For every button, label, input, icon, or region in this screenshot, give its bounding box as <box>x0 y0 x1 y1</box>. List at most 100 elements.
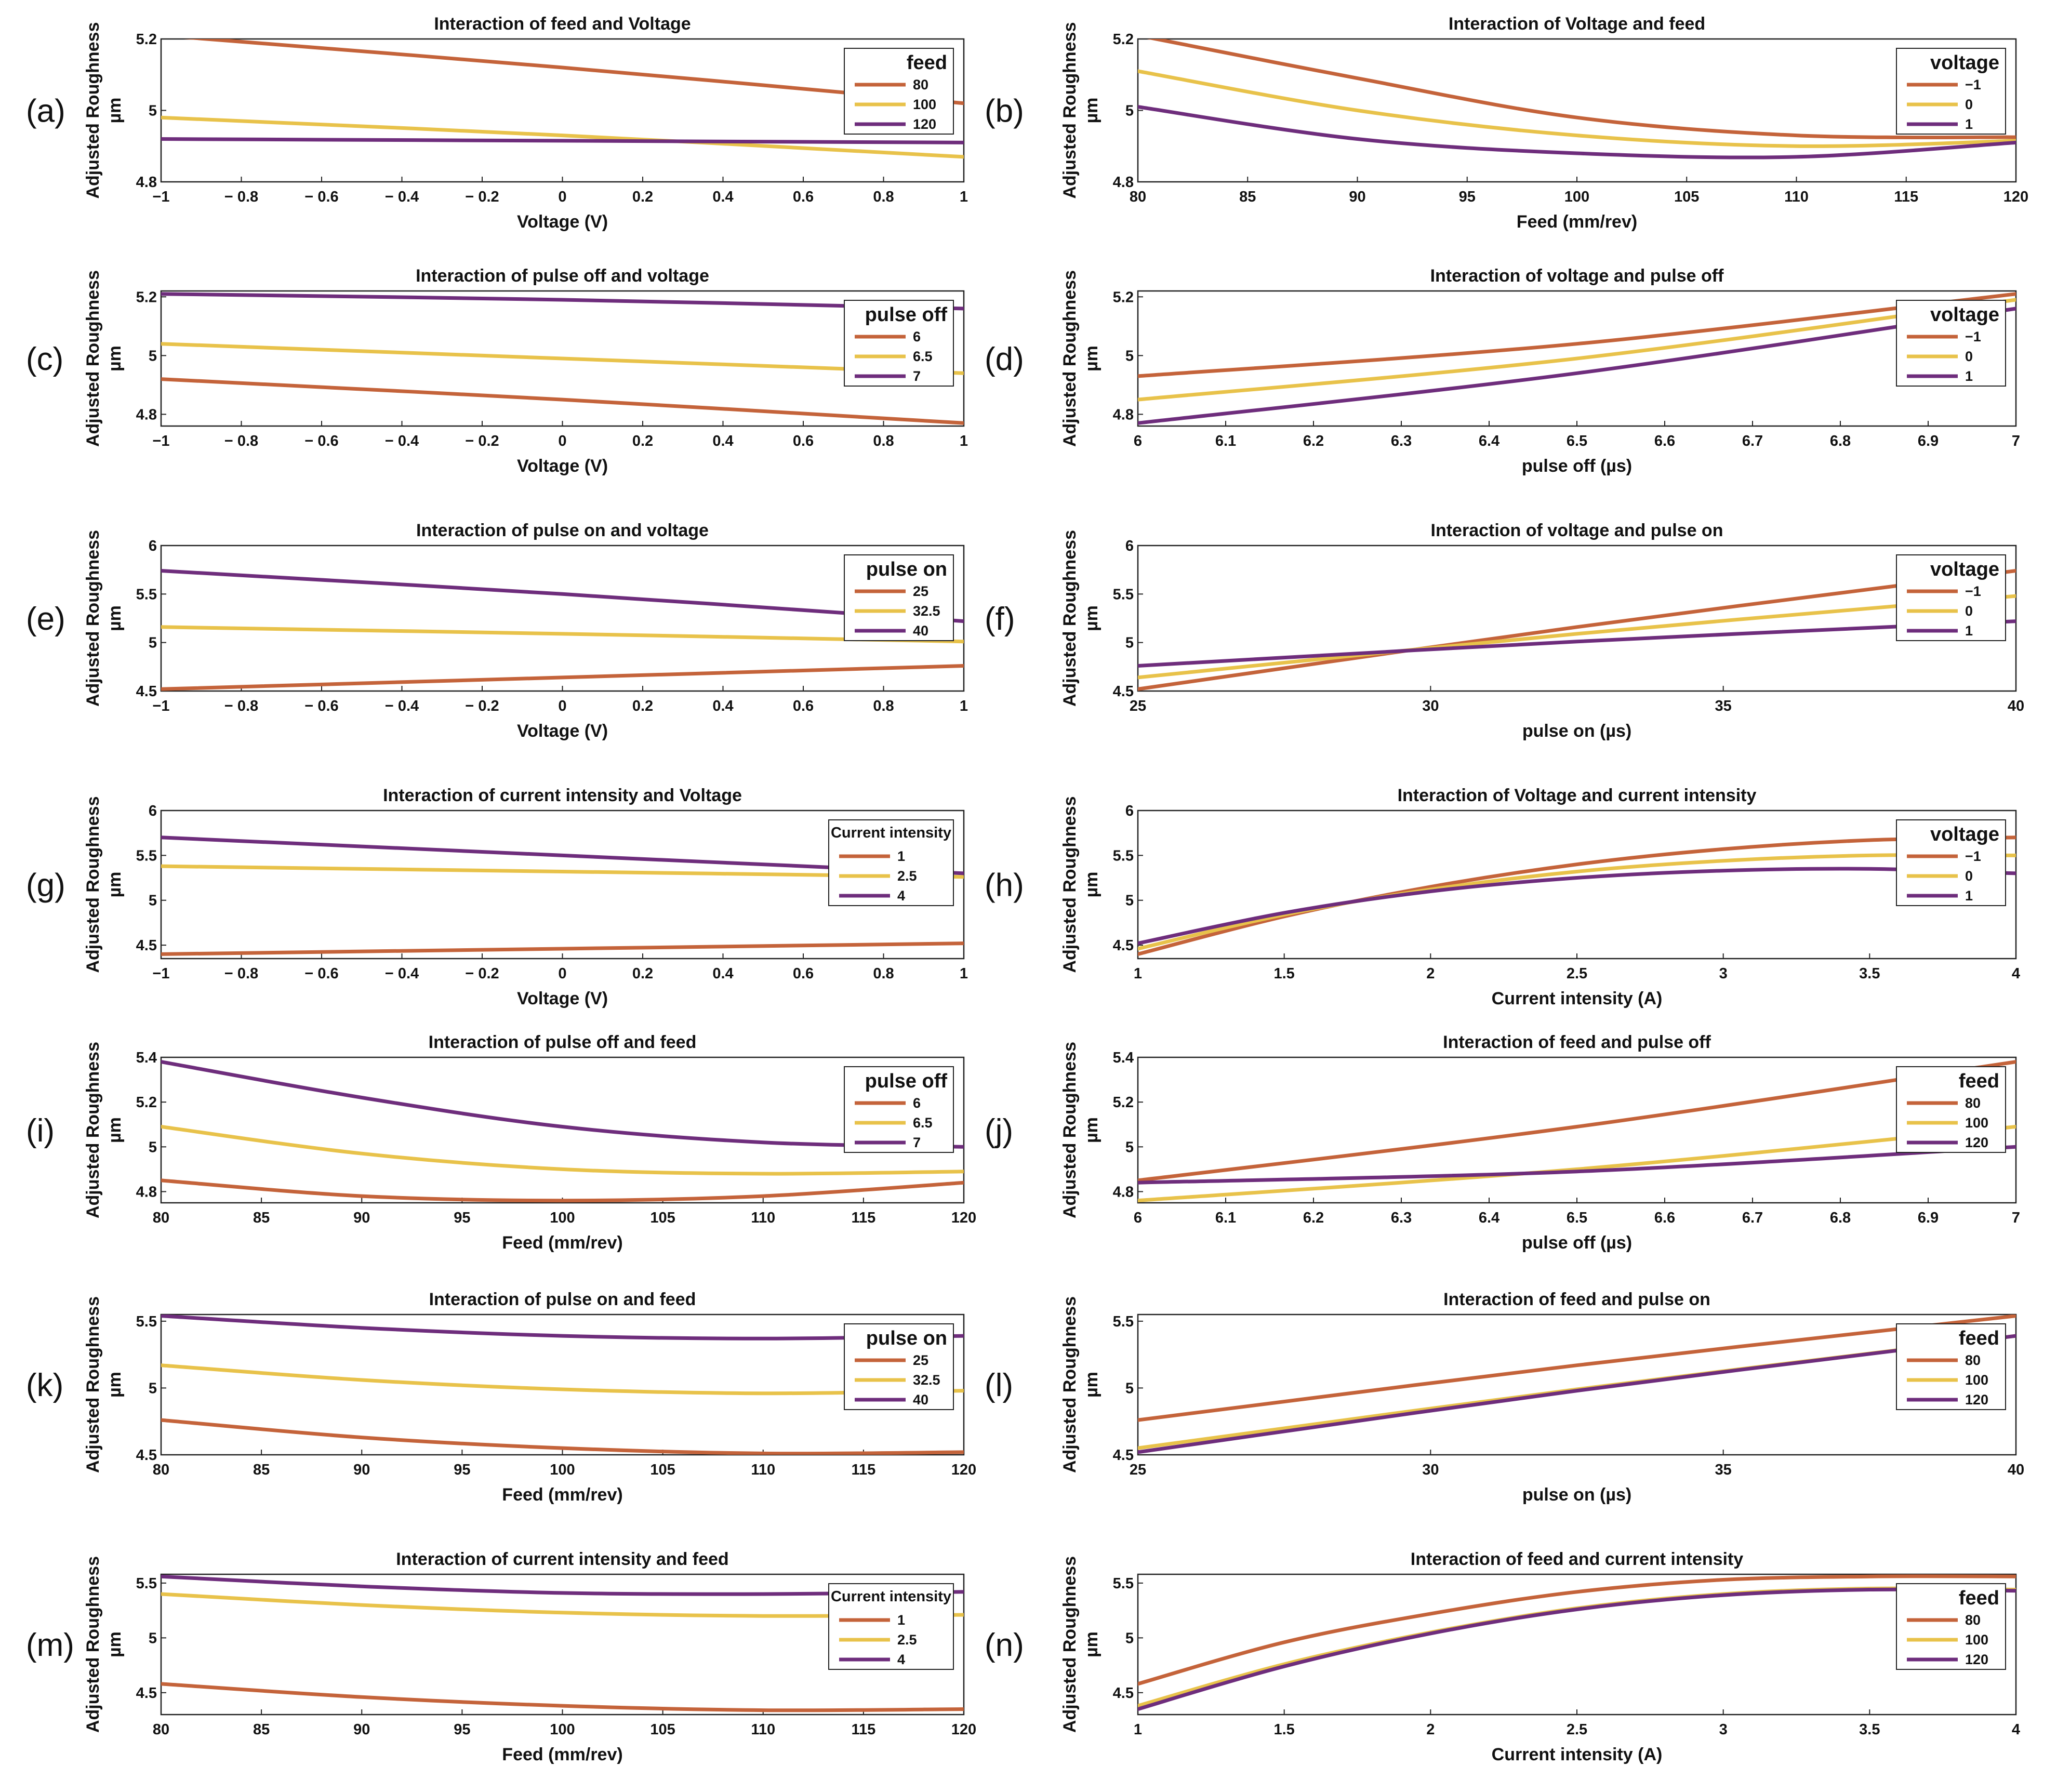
x-tick-label: − 0.6 <box>304 189 338 205</box>
panel-m: (m) Interaction of current intensity and … <box>26 1549 976 1764</box>
y-axis-label: Adjusted Roughness <box>1060 530 1080 707</box>
legend-box <box>1896 1323 2006 1410</box>
legend-entry-1: 80 <box>913 77 928 92</box>
legend-entry-2: 32.5 <box>913 603 940 619</box>
legend-entry-3: 40 <box>913 623 928 639</box>
panel-c: (c) Interaction of pulse off and voltage 4… <box>26 266 968 476</box>
x-tick-label: 115 <box>851 1462 875 1478</box>
x-tick-label: 1 <box>960 698 968 714</box>
series-line-1 <box>161 377 964 425</box>
x-tick-label: 3.5 <box>1859 965 1880 982</box>
legend-entry-2: 100 <box>1965 1372 1988 1388</box>
x-tick-label: 120 <box>951 1721 976 1738</box>
x-axis-label: Feed (mm/rev) <box>502 1233 622 1253</box>
y-tick-label: 5.2 <box>136 289 157 306</box>
y-tick-label: 4.5 <box>136 683 157 700</box>
panel-label: (k) <box>26 1368 63 1403</box>
legend: Current intensity 1 2.5 4 <box>828 819 954 906</box>
y-tick-label: 4.5 <box>1113 683 1134 700</box>
legend-title: voltage <box>1930 304 1999 326</box>
legend-entry-3: 1 <box>1965 368 1973 384</box>
y-tick-label: 5.4 <box>136 1050 157 1066</box>
y-axis-label: Adjusted Roughness <box>1060 796 1080 973</box>
y-tick-label: 5 <box>1125 1139 1134 1156</box>
chart-title: Interaction of voltage and pulse on <box>1431 521 1723 540</box>
y-tick-label: 5.2 <box>1113 289 1134 306</box>
x-tick-label: 6.6 <box>1654 433 1675 449</box>
panel-j: (j) Interaction of feed and pulse off 4.8 5… <box>985 1032 2020 1253</box>
y-axis-unit: µm <box>105 1117 125 1143</box>
panel-label: (i) <box>26 1113 55 1149</box>
y-tick-label: 5.5 <box>136 586 157 603</box>
x-tick-label: 30 <box>1422 698 1439 714</box>
panel-e: (e) Interaction of pulse on and voltage 4.… <box>26 521 968 741</box>
legend-entry-1: 80 <box>1965 1095 1981 1111</box>
x-tick-label: 6 <box>1134 433 1142 449</box>
y-tick-label: 5.5 <box>1113 1575 1134 1592</box>
x-tick-label: 3 <box>1719 965 1728 982</box>
legend-entry-3: 120 <box>1965 1652 1988 1667</box>
x-tick-label: 6.3 <box>1391 433 1412 449</box>
legend-box <box>844 554 954 641</box>
x-tick-label: − 0.4 <box>385 698 419 714</box>
y-tick-label: 4.8 <box>136 406 157 423</box>
panel-label: (h) <box>985 868 1024 904</box>
x-axis-label: pulse on (µs) <box>1522 721 1631 741</box>
legend-title: Current intensity <box>831 1588 951 1605</box>
x-tick-label: 105 <box>650 1462 675 1478</box>
x-tick-label: 6.3 <box>1391 1210 1412 1226</box>
x-tick-label: 85 <box>253 1721 270 1738</box>
x-tick-label: 3.5 <box>1859 1721 1880 1738</box>
x-tick-label: 0.6 <box>793 189 814 205</box>
legend: Current intensity 1 2.5 4 <box>828 1583 954 1670</box>
legend-entry-3: 120 <box>1965 1135 1988 1150</box>
x-tick-label: 85 <box>1239 189 1256 205</box>
legend-entry-2: 6.5 <box>913 349 933 364</box>
x-tick-label: 6.2 <box>1303 1210 1324 1226</box>
chart-title: Interaction of Voltage and current inten… <box>1398 786 1757 805</box>
x-tick-label: 95 <box>454 1210 470 1226</box>
x-tick-label: 0.8 <box>873 189 894 205</box>
x-tick-label: 25 <box>1130 1462 1146 1478</box>
y-tick-label: 5 <box>1125 893 1134 909</box>
y-tick-label: 5.4 <box>1113 1050 1134 1066</box>
chart-title: Interaction of voltage and pulse off <box>1430 266 1724 286</box>
y-tick-label: 4.5 <box>136 1447 157 1464</box>
x-tick-label: 0.2 <box>632 965 653 982</box>
legend-title: voltage <box>1930 824 1999 845</box>
y-tick-label: 5.2 <box>1113 1094 1134 1111</box>
x-tick-label: 0.8 <box>873 698 894 714</box>
legend-entry-1: 25 <box>913 1352 928 1368</box>
panel-label: (j) <box>985 1113 1013 1149</box>
x-tick-label: 90 <box>353 1210 370 1226</box>
chart-title: Interaction of pulse off and feed <box>429 1032 697 1052</box>
legend-entry-3: 120 <box>1965 1392 1988 1408</box>
x-tick-label: 0.8 <box>873 433 894 449</box>
x-tick-label: 1.5 <box>1274 1721 1295 1738</box>
x-tick-label: 35 <box>1715 1462 1732 1478</box>
legend-box <box>1896 300 2006 387</box>
y-axis-unit: µm <box>1082 346 1102 371</box>
y-tick-label: 5 <box>1125 103 1134 120</box>
y-tick-label: 6 <box>149 803 157 819</box>
legend-entry-2: 100 <box>1965 1632 1988 1648</box>
x-tick-label: − 0.8 <box>224 189 258 205</box>
x-tick-label: 1 <box>960 965 968 982</box>
x-tick-label: 0 <box>558 189 566 205</box>
x-tick-label: −1 <box>152 433 169 449</box>
x-axis-label: Feed (mm/rev) <box>1517 212 1637 232</box>
x-tick-label: 35 <box>1715 698 1732 714</box>
series-line-3 <box>1138 867 2016 946</box>
x-tick-label: 6.5 <box>1567 1210 1587 1226</box>
series-line-1 <box>161 664 964 691</box>
legend-entry-1: −1 <box>1965 583 1981 599</box>
panel-d: (d) Interaction of voltage and pulse off 4… <box>985 266 2020 476</box>
y-tick-label: 5 <box>1125 1630 1134 1647</box>
y-axis-unit: µm <box>105 1372 125 1398</box>
legend-box <box>1896 819 2006 906</box>
x-tick-label: 6.1 <box>1215 433 1236 449</box>
legend-box <box>844 300 954 387</box>
x-tick-label: − 0.4 <box>385 433 419 449</box>
chart-title: Interaction of pulse off and voltage <box>416 266 709 286</box>
x-tick-label: 0 <box>558 965 566 982</box>
